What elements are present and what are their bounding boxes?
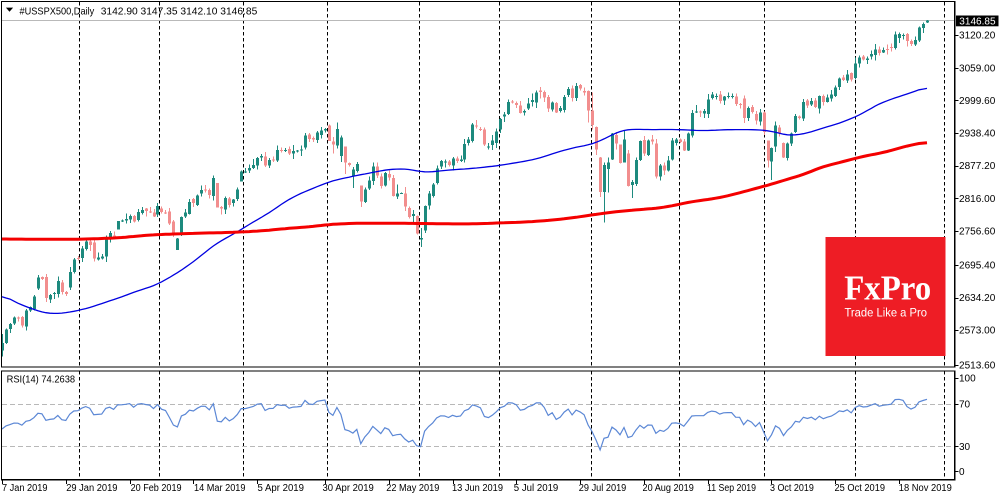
svg-text:100: 100 <box>959 374 976 385</box>
svg-text:2513.60: 2513.60 <box>959 361 996 372</box>
svg-text:30: 30 <box>959 442 971 453</box>
svg-text:2938.40: 2938.40 <box>959 129 996 140</box>
svg-text:22 May 2019: 22 May 2019 <box>386 483 439 494</box>
svg-text:13 Jun 2019: 13 Jun 2019 <box>452 483 503 494</box>
svg-text:2756.60: 2756.60 <box>959 227 996 238</box>
svg-text:29 Jan 2019: 29 Jan 2019 <box>66 483 118 494</box>
svg-text:3142.90 3147.35 3142.10 3146.8: 3142.90 3147.35 3142.10 3146.85 <box>101 5 258 17</box>
svg-text:RSI(14) 74.2638: RSI(14) 74.2638 <box>7 374 76 386</box>
svg-text:5 Apr 2019: 5 Apr 2019 <box>258 483 305 494</box>
svg-text:2816.00: 2816.00 <box>959 194 996 205</box>
svg-text:3 Oct 2019: 3 Oct 2019 <box>770 483 814 494</box>
svg-text:29 Jul 2019: 29 Jul 2019 <box>579 483 627 494</box>
svg-text:2695.40: 2695.40 <box>959 261 996 272</box>
svg-text:20 Feb 2019: 20 Feb 2019 <box>131 483 182 494</box>
svg-text:7 Jan 2019: 7 Jan 2019 <box>2 483 48 494</box>
svg-text:0: 0 <box>959 467 965 478</box>
svg-text:#USSPX500,Daily: #USSPX500,Daily <box>20 5 95 17</box>
svg-text:25 Oct 2019: 25 Oct 2019 <box>835 483 886 494</box>
svg-text:3120.20: 3120.20 <box>959 31 996 42</box>
svg-text:14 Mar 2019: 14 Mar 2019 <box>194 483 246 494</box>
svg-text:20 Aug 2019: 20 Aug 2019 <box>643 483 695 494</box>
svg-text:3146.85: 3146.85 <box>959 16 996 27</box>
svg-text:Trade Like a Pro: Trade Like a Pro <box>845 306 928 320</box>
svg-text:2634.20: 2634.20 <box>959 293 996 304</box>
svg-text:30 Apr 2019: 30 Apr 2019 <box>323 483 375 494</box>
svg-text:2999.60: 2999.60 <box>959 96 996 107</box>
svg-text:FxPro: FxPro <box>844 268 931 307</box>
svg-text:70: 70 <box>959 400 971 411</box>
svg-text:2877.20: 2877.20 <box>959 161 996 172</box>
svg-text:18 Nov 2019: 18 Nov 2019 <box>899 483 952 494</box>
svg-text:3059.00: 3059.00 <box>959 64 996 75</box>
svg-text:5 Jul 2019: 5 Jul 2019 <box>514 483 559 494</box>
svg-text:11 Sep 2019: 11 Sep 2019 <box>707 483 756 494</box>
svg-text:2573.00: 2573.00 <box>959 326 996 337</box>
